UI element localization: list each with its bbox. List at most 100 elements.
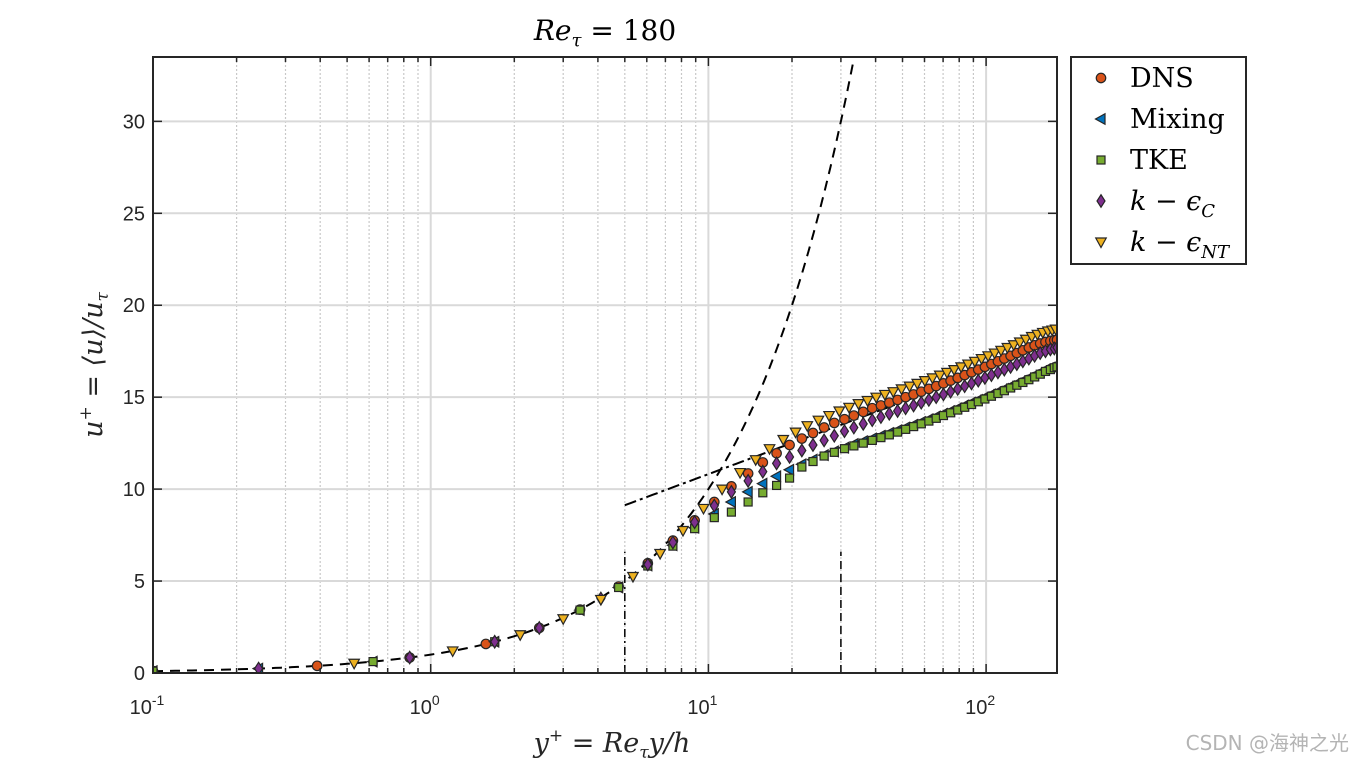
x-tick-label: 10-1: [130, 692, 165, 719]
data-point: [784, 449, 795, 465]
legend-label-tke: TKE: [1130, 145, 1188, 176]
data-point: [1007, 340, 1020, 352]
data-point: [988, 348, 1001, 360]
data-point: [822, 410, 836, 423]
data-point: [839, 413, 850, 425]
data-point: [903, 381, 916, 393]
data-point: [966, 376, 977, 391]
y-tick-label: 25: [123, 203, 145, 225]
data-point: [796, 433, 808, 444]
data-point: [975, 353, 988, 366]
data-point: [878, 389, 892, 402]
data-point: [876, 433, 886, 443]
data-point: [842, 402, 856, 415]
data-point: [771, 456, 782, 471]
series-k-c: [253, 340, 1057, 673]
data-point: [626, 571, 640, 584]
data-point: [368, 656, 378, 667]
series-dns: [153, 334, 1057, 673]
x-tick-label: 101: [687, 692, 717, 719]
legend: DNS Mixing TKE k − ϵC k − ϵNT: [1070, 56, 1247, 265]
data-point: [954, 362, 968, 374]
y-tick-label: 5: [134, 571, 145, 593]
data-point: [1001, 342, 1014, 355]
legend-label-dns: DNS: [1130, 63, 1194, 94]
data-point: [480, 638, 492, 650]
data-point: [758, 464, 768, 480]
data-point: [347, 658, 361, 670]
data-point: [776, 434, 790, 447]
data-point: [867, 435, 877, 445]
data-point: [643, 557, 653, 572]
data-point: [697, 503, 710, 516]
data-point: [1052, 362, 1057, 372]
data-point: [980, 370, 990, 386]
data-point: [733, 467, 747, 480]
data-point: [1019, 334, 1033, 346]
legend-label-k-epsilon-nt: k − ϵNT: [1130, 227, 1231, 263]
data-point: [513, 630, 527, 642]
x-tick-label: 102: [965, 692, 995, 719]
data-point: [784, 439, 795, 451]
chart-title: Reτ = 180: [533, 14, 676, 51]
data-point: [933, 370, 947, 382]
grid: [152, 57, 1057, 674]
data-point: [973, 373, 983, 388]
data-point: [726, 484, 737, 500]
legend-marker: [1094, 112, 1106, 126]
x-tick-labels: 10-1 100 101 102: [130, 692, 996, 719]
data-point: [709, 498, 720, 514]
data-point: [763, 444, 776, 456]
data-point: [857, 406, 869, 418]
data-point: [668, 535, 678, 550]
data-point: [940, 367, 954, 380]
data-point: [849, 420, 859, 435]
data-point: [575, 605, 585, 615]
data-point: [961, 359, 975, 371]
data-point: [756, 477, 768, 490]
data-point: [782, 463, 795, 477]
data-point: [741, 485, 753, 499]
data-point: [848, 410, 860, 421]
data-point: [829, 447, 839, 457]
data-point: [689, 514, 700, 530]
data-point: [833, 406, 846, 418]
data-point: [968, 356, 982, 369]
data-point: [771, 480, 782, 491]
legend-marker: [1094, 237, 1108, 249]
data-point: [952, 381, 963, 397]
data-point: [886, 387, 900, 399]
data-point: [594, 594, 608, 607]
data-point: [807, 427, 819, 439]
data-point: [1049, 324, 1057, 336]
data-point: [895, 384, 908, 396]
data-point: [709, 513, 719, 523]
data-point: [994, 345, 1008, 358]
data-point: [789, 427, 802, 439]
data-point: [715, 484, 729, 496]
data-point: [938, 387, 949, 402]
data-point: [743, 497, 753, 507]
data-point: [918, 376, 932, 388]
y-tick-label: 30: [123, 111, 145, 133]
y-tick-label: 15: [123, 387, 145, 409]
data-point: [758, 488, 768, 498]
data-point: [945, 384, 956, 400]
x-tick-label: 100: [410, 692, 440, 719]
data-point: [819, 451, 829, 461]
viscous-sublayer-line: [153, 63, 854, 673]
data-point: [986, 367, 997, 383]
legend-marker: [1095, 72, 1107, 84]
data-point: [916, 395, 926, 411]
legend-marker: [1096, 155, 1106, 165]
y-tick-label: 0: [134, 663, 145, 685]
y-tick-label: 10: [123, 479, 145, 501]
axes-box: [152, 56, 1058, 674]
data-point: [858, 438, 868, 448]
data-point: [726, 507, 736, 517]
data-point: [858, 416, 868, 432]
legend-label-k-epsilon-c: k − ϵC: [1130, 186, 1215, 222]
data-point: [801, 421, 814, 433]
data-point: [901, 424, 911, 434]
